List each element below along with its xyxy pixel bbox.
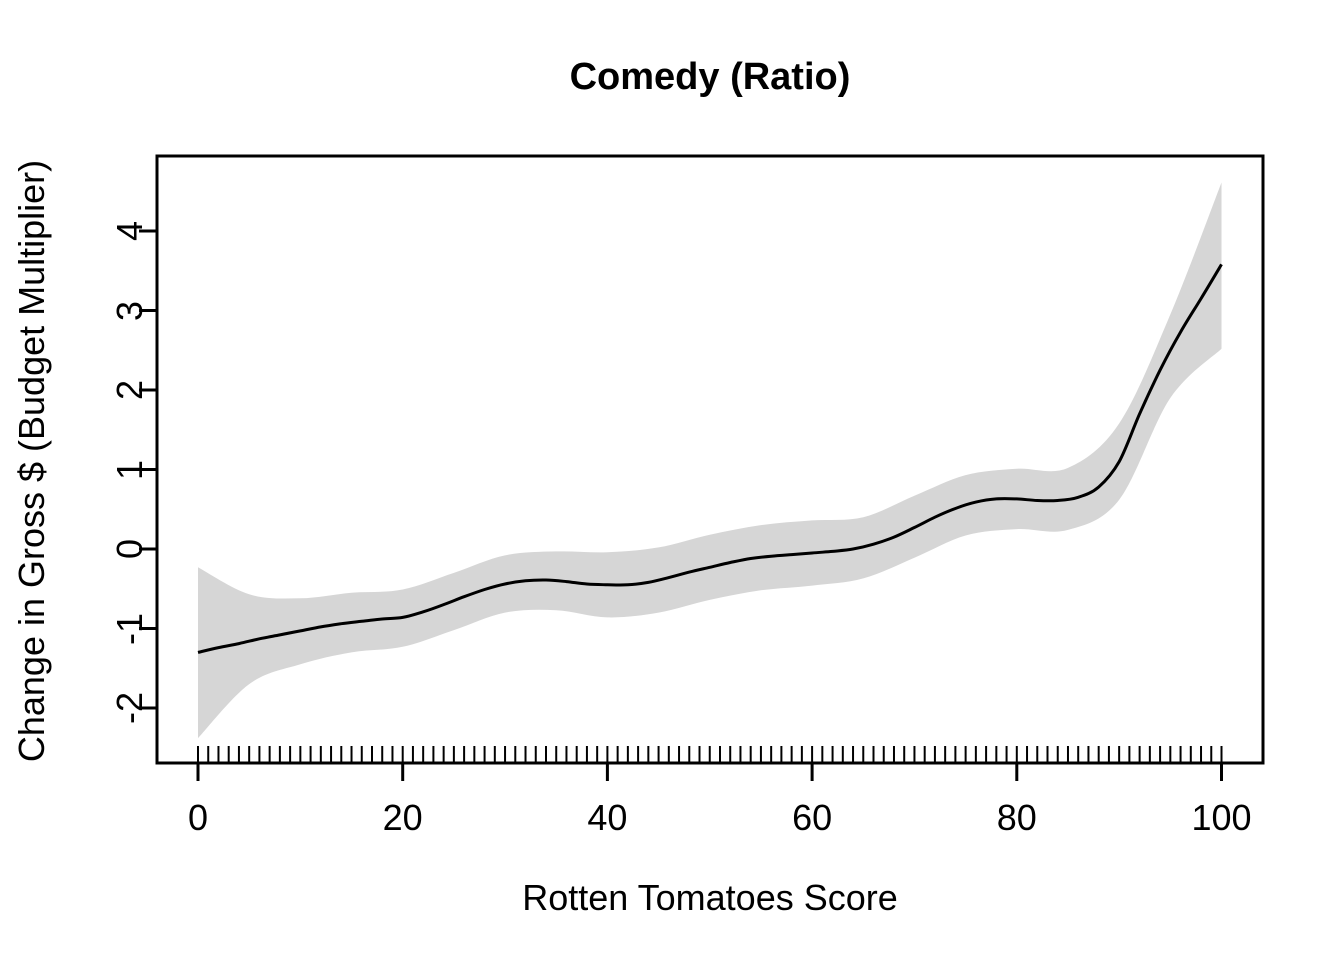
y-tick-label: 2 — [109, 379, 150, 401]
x-tick-label: 0 — [187, 797, 209, 838]
y-axis-ticks — [139, 229, 157, 710]
x-axis-ticks — [196, 763, 1223, 781]
y-tick-label: 1 — [109, 459, 150, 480]
y-tick-label: -1 — [109, 612, 150, 645]
chart-title: Comedy (Ratio) — [569, 56, 851, 98]
y-tick-label: 0 — [109, 538, 150, 560]
x-axis-label: Rotten Tomatoes Score — [522, 877, 898, 918]
y-tick-label: 3 — [109, 300, 150, 321]
y-tick-label: 4 — [109, 220, 150, 242]
x-tick-label: 60 — [792, 797, 833, 838]
x-tick-label: 20 — [382, 797, 423, 838]
confidence-band — [198, 182, 1222, 739]
rug-marks — [197, 746, 1223, 762]
y-axis-label: Change in Gross $ (Budget Multiplier) — [11, 159, 52, 763]
y-tick-label: -2 — [109, 692, 150, 725]
x-tick-label: 80 — [996, 797, 1037, 838]
smooth-curve — [197, 263, 1223, 654]
x-tick-label: 100 — [1191, 797, 1252, 838]
plot-border — [155, 154, 1265, 765]
x-tick-label: 40 — [587, 797, 628, 838]
